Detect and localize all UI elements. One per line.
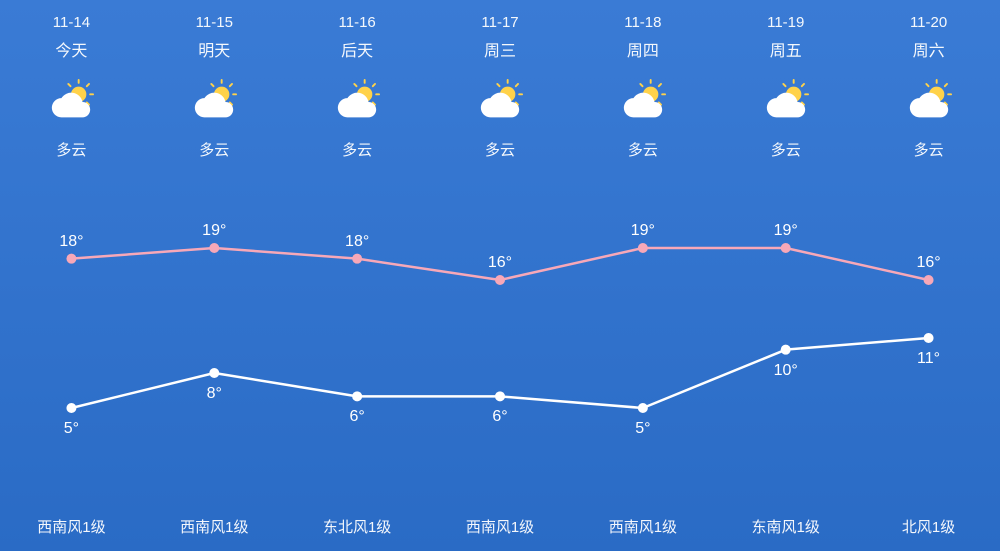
- partly-cloudy-icon: [191, 79, 237, 125]
- date-label: 11-20: [910, 14, 947, 31]
- weather-forecast-panel: 11-14今天多云11-15明天多云11-16后天多云11-17周三多云11-1…: [0, 0, 1000, 551]
- low-temp-point: [638, 403, 648, 413]
- low-temp-label: 6°: [492, 408, 507, 426]
- high-temp-point: [352, 254, 362, 264]
- dayname-label: 今天: [55, 37, 87, 61]
- wind-label: 西南风1级: [0, 516, 143, 537]
- high-temp-label: 18°: [345, 233, 369, 251]
- low-temp-label: 6°: [349, 408, 364, 426]
- date-label: 11-16: [339, 14, 376, 31]
- low-temp-label: 10°: [774, 362, 798, 380]
- high-temp-point: [495, 275, 505, 285]
- low-temp-label: 5°: [635, 420, 650, 438]
- high-temp-label: 16°: [488, 254, 512, 272]
- low-temp-point: [352, 391, 362, 401]
- wind-label: 西南风1级: [429, 516, 572, 537]
- low-temp-label: 11°: [917, 350, 940, 368]
- low-temp-label: 5°: [64, 420, 79, 438]
- condition-label: 多云: [199, 139, 229, 160]
- condition-label: 多云: [485, 139, 515, 160]
- dayname-label: 周五: [770, 37, 802, 61]
- condition-label: 多云: [628, 139, 658, 160]
- day-column[interactable]: 11-18 周四多云: [571, 0, 714, 160]
- partly-cloudy-icon: [763, 79, 809, 125]
- high-temp-label: 18°: [59, 233, 83, 251]
- dayname-label: 明天: [198, 37, 230, 61]
- partly-cloudy-icon: [477, 79, 523, 125]
- wind-label: 西南风1级: [571, 516, 714, 537]
- dayname-label: 周六: [913, 37, 945, 61]
- condition-label: 多云: [914, 139, 944, 160]
- high-temp-point: [781, 243, 791, 253]
- partly-cloudy-icon: [48, 79, 94, 125]
- day-column[interactable]: 11-19 周五多云: [714, 0, 857, 160]
- wind-label: 东北风1级: [286, 516, 429, 537]
- wind-row: 西南风1级西南风1级东北风1级西南风1级西南风1级东南风1级北风1级: [0, 516, 1000, 537]
- low-temp-point: [495, 391, 505, 401]
- condition-label: 多云: [342, 139, 372, 160]
- partly-cloudy-icon: [334, 79, 380, 125]
- days-header-row: 11-14今天多云11-15明天多云11-16后天多云11-17周三多云11-1…: [0, 0, 1000, 160]
- wind-label: 东南风1级: [714, 516, 857, 537]
- day-column[interactable]: 11-16 后天多云: [286, 0, 429, 160]
- low-temp-point: [66, 403, 76, 413]
- temperature-chart: 18° 19° 18° 16° 19° 19° 16° 5° 8° 6° 6° 5° 10° 11°: [0, 210, 1000, 450]
- partly-cloudy-icon: [906, 79, 952, 125]
- day-column[interactable]: 11-17 周三多云: [429, 0, 572, 160]
- low-temp-label: 8°: [207, 385, 222, 403]
- high-temp-point: [924, 275, 934, 285]
- wind-label: 北风1级: [857, 516, 1000, 537]
- date-label: 11-17: [481, 14, 518, 31]
- high-temp-point: [66, 254, 76, 264]
- wind-label: 西南风1级: [143, 516, 286, 537]
- high-temp-label: 16°: [916, 254, 940, 272]
- low-temp-point: [209, 368, 219, 378]
- date-label: 11-18: [624, 14, 661, 31]
- day-column[interactable]: 11-20 周六多云: [857, 0, 1000, 160]
- dayname-label: 周三: [484, 37, 516, 61]
- condition-label: 多云: [771, 139, 801, 160]
- high-temp-point: [209, 243, 219, 253]
- low-temp-point: [781, 345, 791, 355]
- dayname-label: 周四: [627, 37, 659, 61]
- date-label: 11-19: [767, 14, 804, 31]
- high-temp-label: 19°: [202, 222, 226, 240]
- date-label: 11-14: [53, 14, 90, 31]
- high-temp-label: 19°: [774, 222, 798, 240]
- high-temp-label: 19°: [631, 222, 655, 240]
- high-temp-point: [638, 243, 648, 253]
- condition-label: 多云: [56, 139, 86, 160]
- partly-cloudy-icon: [620, 79, 666, 125]
- dayname-label: 后天: [341, 37, 373, 61]
- low-temp-point: [924, 333, 934, 343]
- day-column[interactable]: 11-14 今天多云: [0, 0, 143, 160]
- date-label: 11-15: [196, 14, 233, 31]
- day-column[interactable]: 11-15 明天多云: [143, 0, 286, 160]
